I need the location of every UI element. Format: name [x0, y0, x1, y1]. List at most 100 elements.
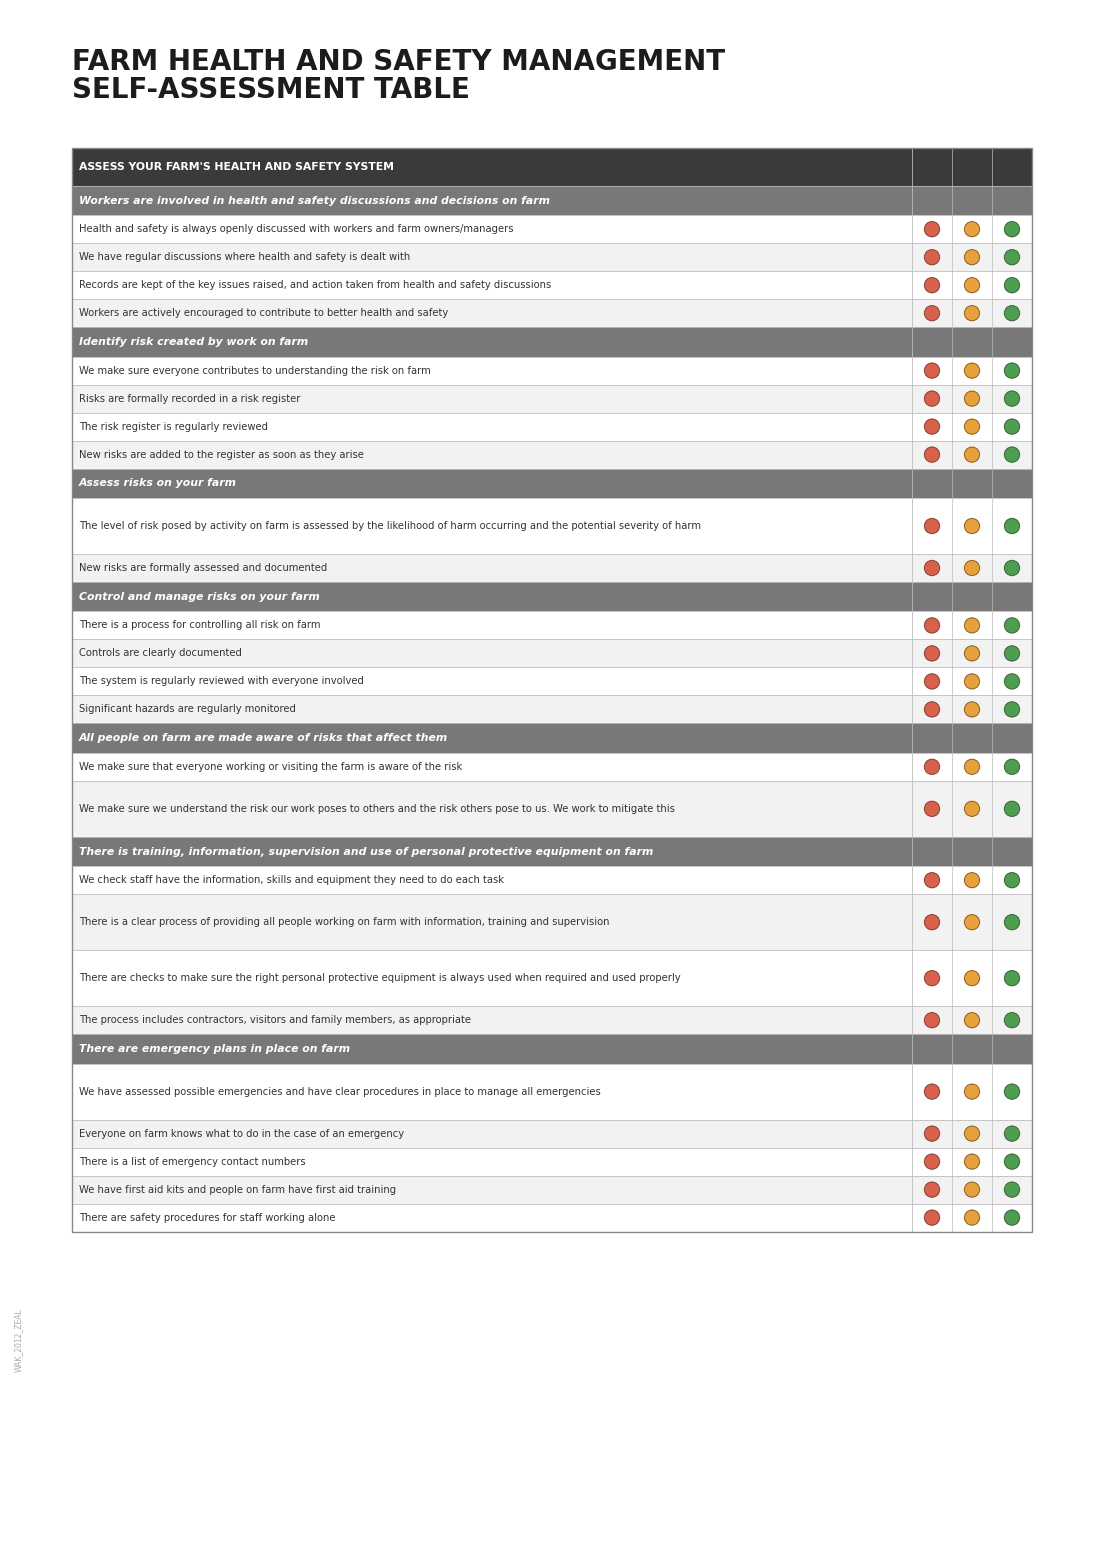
- Bar: [72, 781, 912, 837]
- Text: Risks are formally recorded in a risk register: Risks are formally recorded in a risk re…: [79, 394, 300, 404]
- Text: Controls are clearly documented: Controls are clearly documented: [79, 649, 242, 658]
- Bar: [72, 667, 912, 695]
- Circle shape: [924, 914, 939, 930]
- Text: Workers are actively encouraged to contribute to better health and safety: Workers are actively encouraged to contr…: [79, 309, 449, 318]
- Circle shape: [1004, 872, 1020, 888]
- Circle shape: [924, 447, 939, 462]
- Bar: [912, 327, 1032, 357]
- Bar: [912, 1119, 1032, 1147]
- Text: The system is regularly reviewed with everyone involved: The system is regularly reviewed with ev…: [79, 677, 364, 686]
- Circle shape: [965, 1183, 979, 1197]
- Bar: [72, 723, 912, 753]
- Text: We make sure that everyone working or visiting the farm is aware of the risk: We make sure that everyone working or vi…: [79, 762, 462, 771]
- Bar: [912, 216, 1032, 244]
- Bar: [72, 753, 912, 781]
- Text: Significant hazards are regularly monitored: Significant hazards are regularly monito…: [79, 705, 296, 714]
- Circle shape: [965, 250, 979, 265]
- Bar: [72, 385, 912, 413]
- Bar: [72, 1204, 912, 1232]
- Text: We make sure everyone contributes to understanding the risk on farm: We make sure everyone contributes to und…: [79, 366, 431, 376]
- Circle shape: [1004, 560, 1020, 576]
- Text: The process includes contractors, visitors and family members, as appropriate: The process includes contractors, visito…: [79, 1015, 471, 1026]
- Bar: [912, 1034, 1032, 1063]
- Circle shape: [924, 618, 939, 633]
- Text: There are emergency plans in place on farm: There are emergency plans in place on fa…: [79, 1044, 350, 1054]
- Circle shape: [924, 970, 939, 986]
- Bar: [912, 837, 1032, 866]
- Bar: [912, 1006, 1032, 1034]
- Bar: [72, 413, 912, 441]
- Bar: [912, 1063, 1032, 1119]
- Circle shape: [965, 391, 979, 407]
- Circle shape: [924, 222, 939, 237]
- Bar: [72, 1119, 912, 1147]
- Bar: [72, 244, 912, 272]
- Circle shape: [1004, 1127, 1020, 1141]
- Circle shape: [924, 1183, 939, 1197]
- Circle shape: [924, 759, 939, 774]
- Bar: [912, 723, 1032, 753]
- Bar: [72, 866, 912, 894]
- Circle shape: [1004, 1013, 1020, 1027]
- Text: We have regular discussions where health and safety is dealt with: We have regular discussions where health…: [79, 253, 410, 262]
- Circle shape: [1004, 391, 1020, 407]
- Circle shape: [965, 1085, 979, 1099]
- Circle shape: [1004, 914, 1020, 930]
- Bar: [912, 413, 1032, 441]
- Circle shape: [924, 674, 939, 689]
- Circle shape: [965, 646, 979, 661]
- Bar: [72, 327, 912, 357]
- Bar: [912, 1175, 1032, 1204]
- Circle shape: [965, 447, 979, 462]
- Circle shape: [924, 1085, 939, 1099]
- Circle shape: [1004, 363, 1020, 379]
- Circle shape: [924, 560, 939, 576]
- Bar: [912, 667, 1032, 695]
- Bar: [72, 300, 912, 327]
- Text: There is a clear process of providing all people working on farm with informatio: There is a clear process of providing al…: [79, 917, 609, 927]
- Bar: [72, 469, 912, 498]
- Bar: [72, 441, 912, 469]
- Bar: [912, 894, 1032, 950]
- Circle shape: [924, 872, 939, 888]
- Circle shape: [965, 759, 979, 774]
- Circle shape: [965, 1155, 979, 1169]
- Bar: [912, 781, 1032, 837]
- Bar: [72, 147, 1032, 1232]
- Text: WAK_2012_ZEAL: WAK_2012_ZEAL: [13, 1308, 22, 1372]
- Text: New risks are formally assessed and documented: New risks are formally assessed and docu…: [79, 563, 328, 573]
- Circle shape: [965, 518, 979, 534]
- Circle shape: [1004, 518, 1020, 534]
- Circle shape: [924, 1211, 939, 1225]
- Text: New risks are added to the register as soon as they arise: New risks are added to the register as s…: [79, 450, 364, 459]
- Circle shape: [1004, 970, 1020, 986]
- Text: There is training, information, supervision and use of personal protective equip: There is training, information, supervis…: [79, 846, 653, 857]
- Text: FARM HEALTH AND SAFETY MANAGEMENT: FARM HEALTH AND SAFETY MANAGEMENT: [72, 48, 725, 76]
- Bar: [912, 272, 1032, 300]
- Bar: [912, 753, 1032, 781]
- Bar: [912, 498, 1032, 554]
- Bar: [72, 147, 912, 186]
- Circle shape: [965, 1127, 979, 1141]
- Circle shape: [1004, 1155, 1020, 1169]
- Bar: [912, 611, 1032, 639]
- Bar: [912, 244, 1032, 272]
- Text: We check staff have the information, skills and equipment they need to do each t: We check staff have the information, ski…: [79, 875, 504, 885]
- Circle shape: [965, 970, 979, 986]
- Circle shape: [965, 222, 979, 237]
- Bar: [72, 216, 912, 244]
- Circle shape: [924, 646, 939, 661]
- Text: Records are kept of the key issues raised, and action taken from health and safe: Records are kept of the key issues raise…: [79, 281, 551, 290]
- Text: ASSESS YOUR FARM'S HEALTH AND SAFETY SYSTEM: ASSESS YOUR FARM'S HEALTH AND SAFETY SYS…: [79, 161, 394, 172]
- Circle shape: [1004, 1183, 1020, 1197]
- Circle shape: [965, 1211, 979, 1225]
- Circle shape: [965, 801, 979, 816]
- Bar: [72, 1147, 912, 1175]
- Text: There is a process for controlling all risk on farm: There is a process for controlling all r…: [79, 621, 320, 630]
- Circle shape: [924, 250, 939, 265]
- Bar: [912, 1147, 1032, 1175]
- Circle shape: [924, 1013, 939, 1027]
- Circle shape: [965, 419, 979, 435]
- Bar: [912, 385, 1032, 413]
- Bar: [72, 582, 912, 611]
